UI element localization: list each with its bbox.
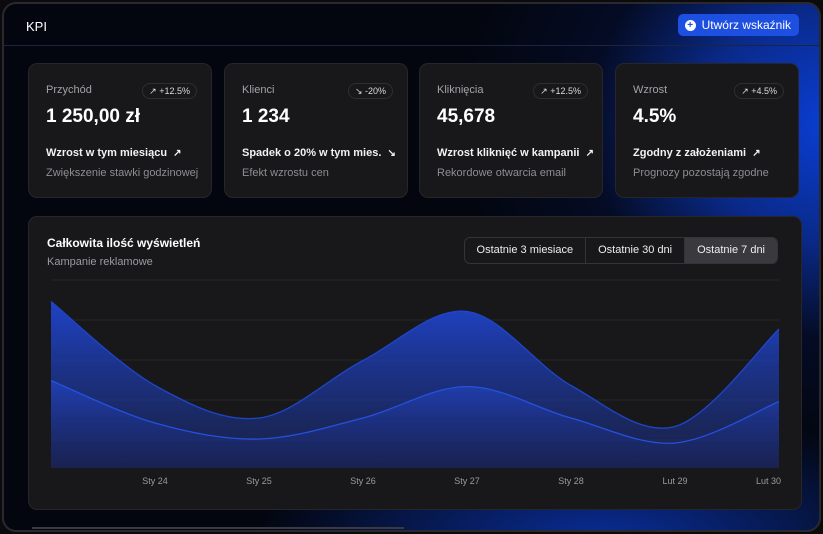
kpi-description: Wzrost kliknięć w kampanii ↗ <box>437 147 594 159</box>
range-tabs: Ostatnie 3 miesiace Ostatnie 30 dni Osta… <box>463 237 778 264</box>
x-tick-label: Lut 29 <box>662 476 687 486</box>
trend-badge: ↘ -20% <box>347 83 393 99</box>
area-chart: Sty 24 Sty 25 Sty 26 Sty 27 Sty 28 Lut 29 Lut … <box>50 279 781 486</box>
kpi-label: Klienci <box>242 84 275 96</box>
trend-up-icon: ↗ <box>173 148 182 159</box>
chart-subtitle: Kampanie reklamowe <box>47 256 153 268</box>
trend-down-icon: ↘ <box>387 148 396 159</box>
x-tick-label: Sty 24 <box>142 476 168 486</box>
page-title: KPI <box>26 19 47 34</box>
trend-badge: ↗ +12.5% <box>142 83 197 99</box>
kpi-label: Wzrost <box>633 84 668 96</box>
create-kpi-label: Utwórz wskaźnik <box>701 18 791 32</box>
trend-up-icon: ↗ <box>585 148 594 159</box>
kpi-description-text: Wzrost w tym miesiącu <box>46 147 168 159</box>
kpi-label: Przychód <box>46 84 92 96</box>
x-tick-label: Sty 28 <box>558 476 584 486</box>
kpi-card: Kliknięcia ↗ +12.5% 45,678 Wzrost klikni… <box>419 63 603 198</box>
views-chart-card: Całkowita ilość wyświetleń Kampanie rekl… <box>28 216 802 510</box>
kpi-description-text: Spadek o 20% w tym mies. <box>242 147 382 159</box>
tab-7-days[interactable]: Ostatnie 7 dni <box>685 238 777 263</box>
series-2-line <box>50 379 780 444</box>
kpi-description-text: Wzrost kliknięć w kampanii <box>437 147 580 159</box>
kpi-value: 1 234 <box>242 106 290 127</box>
scrollbar[interactable] <box>32 527 404 529</box>
header: KPI + Utwórz wskaźnik <box>4 4 819 46</box>
series-1-line <box>50 300 780 429</box>
plus-circle-icon: + <box>684 19 696 31</box>
kpi-description: Zgodny z założeniami ↗ <box>633 147 761 159</box>
kpi-card: Wzrost ↗ +4.5% 4.5% Zgodny z założeniami… <box>615 63 799 198</box>
x-tick-label: Sty 25 <box>246 476 272 486</box>
kpi-subtext: Prognozy pozostają zgodne <box>633 167 769 179</box>
kpi-value: 4.5% <box>633 106 677 127</box>
trend-badge: ↗ +4.5% <box>734 83 784 99</box>
tab-30-days[interactable]: Ostatnie 30 dni <box>586 238 686 263</box>
kpi-subtext: Zwiększenie stawki godzinowej <box>46 167 199 179</box>
kpi-description: Wzrost w tym miesiącu ↗ <box>46 147 182 159</box>
kpi-description: Spadek o 20% w tym mies. ↘ <box>242 147 396 159</box>
create-kpi-button[interactable]: + Utwórz wskaźnik <box>677 14 799 36</box>
kpi-card: Przychód ↗ +12.5% 1 250,00 zł Wzrost w t… <box>28 63 212 198</box>
kpi-value: 1 250,00 zł <box>46 106 141 127</box>
tab-3-months[interactable]: Ostatnie 3 miesiace <box>465 238 587 263</box>
chart-title: Całkowita ilość wyświetleń <box>47 236 201 250</box>
x-tick-label: Sty 27 <box>454 476 480 486</box>
kpi-description-text: Zgodny z założeniami <box>633 147 747 159</box>
series-2-area <box>51 380 779 468</box>
x-tick-label: Lut 30 <box>756 476 781 486</box>
kpi-value: 45,678 <box>437 106 496 127</box>
x-tick-label: Sty 26 <box>350 476 376 486</box>
kpi-label: Kliknięcia <box>437 84 484 96</box>
kpi-subtext: Rekordowe otwarcia email <box>437 167 566 179</box>
trend-badge: ↗ +12.5% <box>533 83 588 99</box>
trend-up-icon: ↗ <box>752 148 761 159</box>
kpi-card: Klienci ↘ -20% 1 234 Spadek o 20% w tym … <box>224 63 408 198</box>
kpi-subtext: Efekt wzrostu cen <box>242 167 329 179</box>
